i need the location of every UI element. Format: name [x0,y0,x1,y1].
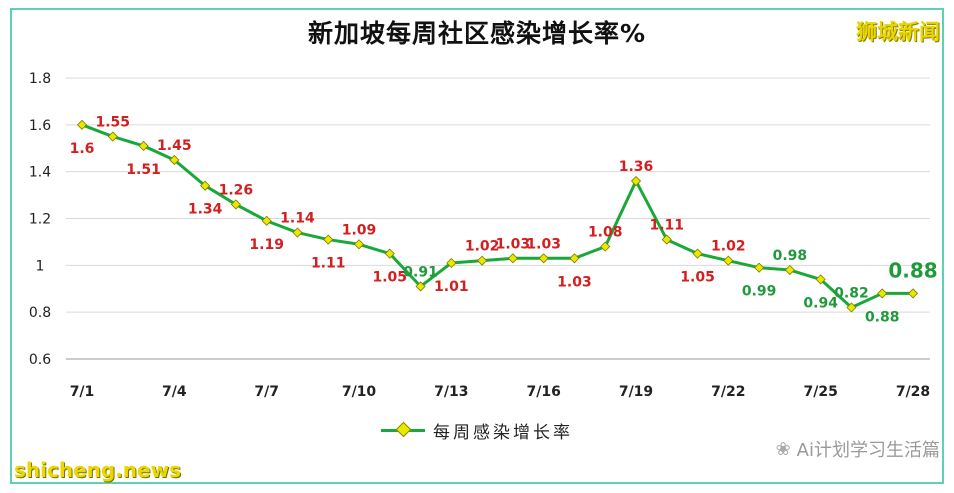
data-point [692,248,703,259]
data-label: 0.94 [803,295,838,311]
brand-logo-text: 狮城新闻 [856,20,940,44]
chat-icon: ❀ [775,438,791,460]
data-label: 1.03 [496,236,531,252]
data-point [138,140,149,151]
credit-text: shicheng.news [14,458,181,482]
data-label: 1.02 [465,239,500,255]
data-label: 1.03 [526,236,561,252]
y-tick-label: 1.6 [29,118,51,134]
data-label: 1.19 [249,237,284,253]
data-label: 0.99 [742,284,777,300]
legend-marker-icon [381,429,425,432]
data-point [569,253,580,264]
data-point [200,180,211,191]
data-label: 0.98 [773,248,808,264]
x-tick-label: 7/16 [526,384,560,400]
data-label: 1.11 [311,256,346,272]
data-point [784,264,795,276]
data-label: 0.91 [403,264,438,280]
x-tick-label: 7/28 [896,384,930,400]
series-line [81,123,913,309]
data-point [815,274,826,285]
data-label: 0.88 [888,258,937,282]
data-label: 1.09 [342,222,377,238]
data-label: 1.34 [188,202,223,218]
data-point [877,288,888,299]
data-point [630,175,642,187]
x-tick-label: 7/19 [619,384,653,400]
data-point [507,253,518,264]
data-point [907,288,919,299]
data-point [384,248,395,259]
data-point [446,257,457,269]
data-label: 1.08 [588,225,623,241]
y-tick-label: 1.4 [29,165,51,181]
x-tick-label: 7/10 [342,384,377,400]
data-label: 1.03 [557,274,592,290]
data-label: 0.82 [834,285,869,301]
data-point [76,119,88,130]
data-label: 1.02 [711,239,746,255]
data-label: 1.05 [373,270,408,286]
data-label: 1.11 [650,218,685,234]
y-tick-label: 1 [36,258,45,274]
data-point [600,241,611,252]
y-tick-label: 0.8 [29,305,51,321]
data-point [323,234,334,245]
x-tick-label: 7/7 [254,384,279,400]
data-label: 1.01 [434,279,469,295]
data-point [169,154,180,166]
data-point [292,227,303,238]
data-point [477,255,488,266]
watermark-text: Ai计划学习生活篇 [796,440,940,461]
data-point [661,234,672,245]
y-tick-label: 0.6 [29,352,51,368]
x-tick-label: 7/13 [434,384,468,400]
data-label: 0.88 [865,309,900,325]
data-point [538,253,549,264]
y-tick-label: 1.2 [29,212,51,228]
data-label: 1.05 [680,270,715,286]
x-tick-label: 7/25 [803,384,837,400]
chart-legend: 每周感染增长率 [0,418,954,443]
chart-frame [10,8,944,484]
data-point [846,302,857,313]
x-tick-label: 7/4 [162,384,187,400]
data-point [107,131,118,142]
data-label: 1.45 [157,138,192,154]
data-label: 1.26 [219,182,254,198]
data-label: 1.6 [70,141,95,157]
data-point [353,239,365,250]
data-point [261,215,272,226]
data-label: 1.14 [280,211,315,227]
y-tick-label: 1.8 [29,71,51,87]
data-label: 1.36 [619,159,654,175]
data-label: 1.55 [96,115,131,131]
chart-title: 新加坡每周社区感染增长率% [307,19,647,48]
x-tick-label: 7/22 [711,384,745,400]
data-point [723,255,734,266]
x-tick-label: 7/1 [70,384,95,400]
watermark: ❀ Ai计划学习生活篇 [776,436,940,462]
legend-label: 每周感染增长率 [433,423,573,443]
data-point [230,199,241,210]
data-point [754,262,765,273]
data-label: 1.51 [126,162,161,178]
data-point [415,281,426,292]
